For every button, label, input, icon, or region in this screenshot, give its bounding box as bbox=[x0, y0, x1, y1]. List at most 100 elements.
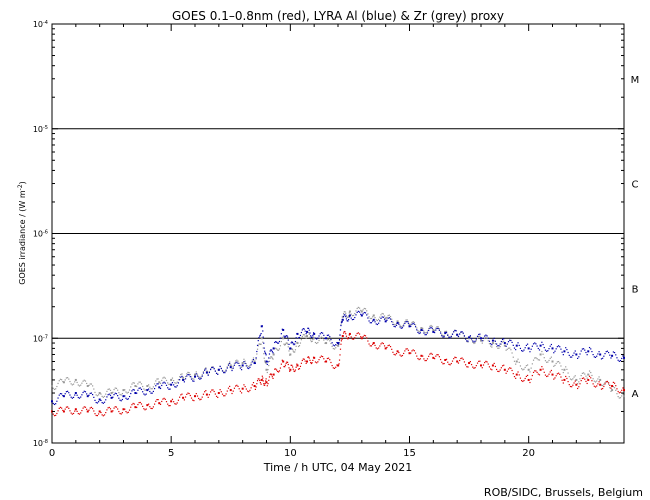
data-point bbox=[479, 360, 481, 362]
data-point bbox=[126, 412, 128, 414]
data-point bbox=[550, 369, 553, 372]
data-point bbox=[517, 358, 519, 360]
data-point bbox=[70, 396, 72, 398]
data-point bbox=[264, 350, 266, 352]
data-point bbox=[168, 383, 170, 386]
data-point bbox=[454, 329, 456, 332]
data-point bbox=[259, 335, 261, 337]
data-point bbox=[404, 321, 406, 323]
data-point bbox=[430, 324, 432, 327]
data-point bbox=[148, 403, 150, 405]
data-point bbox=[146, 385, 149, 388]
data-point bbox=[244, 385, 246, 388]
data-point bbox=[257, 378, 259, 380]
data-point bbox=[137, 403, 139, 406]
data-point bbox=[165, 379, 168, 382]
data-point bbox=[416, 327, 418, 329]
data-point bbox=[240, 366, 243, 368]
data-point bbox=[481, 367, 483, 369]
data-point bbox=[581, 372, 583, 374]
data-point bbox=[276, 341, 278, 343]
data-point bbox=[324, 361, 326, 363]
data-point bbox=[266, 385, 268, 387]
data-point bbox=[347, 338, 349, 340]
data-point bbox=[435, 327, 437, 329]
data-point bbox=[144, 389, 146, 391]
data-point bbox=[615, 389, 617, 391]
data-point bbox=[137, 389, 139, 391]
data-point bbox=[419, 358, 421, 360]
data-point bbox=[308, 333, 310, 335]
data-point bbox=[174, 382, 176, 384]
data-point bbox=[338, 342, 340, 344]
data-point bbox=[74, 394, 76, 396]
data-point bbox=[205, 368, 207, 370]
data-point bbox=[523, 368, 525, 370]
data-point bbox=[617, 359, 619, 361]
data-point bbox=[243, 361, 245, 363]
data-point bbox=[330, 342, 332, 345]
data-point bbox=[97, 401, 100, 403]
data-point bbox=[567, 372, 569, 374]
data-point bbox=[599, 378, 602, 381]
data-point bbox=[292, 350, 294, 352]
data-point bbox=[132, 382, 134, 384]
data-point bbox=[480, 339, 482, 342]
data-point bbox=[443, 334, 445, 337]
data-point bbox=[265, 352, 267, 355]
data-point bbox=[169, 388, 171, 390]
data-point bbox=[268, 357, 270, 359]
data-point bbox=[225, 393, 227, 395]
data-point bbox=[259, 379, 261, 382]
data-point bbox=[616, 393, 618, 395]
data-point bbox=[341, 315, 344, 318]
data-point bbox=[122, 395, 125, 398]
data-point bbox=[151, 388, 153, 390]
data-point bbox=[170, 378, 173, 381]
data-point bbox=[150, 407, 152, 410]
data-point bbox=[488, 343, 491, 345]
data-point bbox=[451, 360, 454, 362]
data-point bbox=[102, 402, 104, 404]
data-point bbox=[554, 377, 556, 379]
data-point bbox=[65, 391, 67, 393]
data-point bbox=[316, 338, 318, 340]
data-point bbox=[307, 356, 310, 358]
data-point bbox=[103, 414, 106, 416]
data-point bbox=[256, 383, 258, 385]
data-point bbox=[360, 336, 362, 338]
data-point bbox=[394, 326, 396, 328]
data-point bbox=[243, 384, 245, 386]
data-point bbox=[239, 365, 241, 367]
data-point bbox=[400, 355, 402, 357]
data-point bbox=[221, 370, 224, 372]
data-point bbox=[196, 373, 199, 375]
data-point bbox=[302, 328, 304, 330]
data-point bbox=[106, 396, 108, 398]
data-point bbox=[107, 407, 109, 409]
data-point bbox=[408, 323, 411, 326]
data-point bbox=[439, 330, 442, 333]
data-point bbox=[125, 410, 127, 413]
data-point bbox=[345, 333, 347, 335]
data-point bbox=[115, 406, 118, 408]
data-point bbox=[573, 382, 575, 384]
data-point bbox=[95, 401, 97, 404]
data-point bbox=[605, 381, 607, 383]
data-point bbox=[270, 356, 272, 358]
data-point bbox=[229, 364, 232, 367]
data-point bbox=[536, 358, 538, 360]
data-point bbox=[100, 393, 102, 395]
data-point bbox=[378, 347, 380, 349]
data-point bbox=[192, 378, 194, 380]
data-point bbox=[80, 412, 82, 414]
data-point bbox=[490, 368, 492, 370]
data-point bbox=[603, 355, 605, 357]
data-point bbox=[495, 368, 498, 371]
data-point bbox=[597, 353, 599, 355]
data-point bbox=[56, 400, 58, 402]
data-point bbox=[229, 362, 231, 365]
flare-class-label: B bbox=[632, 284, 639, 295]
data-point bbox=[254, 362, 256, 364]
data-point bbox=[541, 350, 543, 353]
